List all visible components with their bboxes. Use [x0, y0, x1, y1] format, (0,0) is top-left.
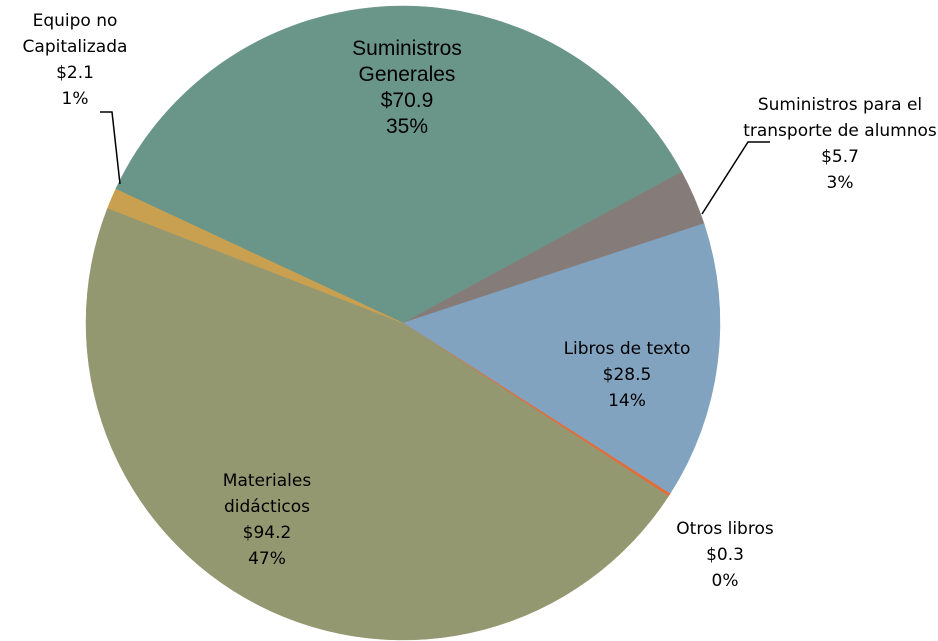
value-label: $5.7	[821, 147, 859, 167]
pie-slice	[402, 223, 721, 495]
category-name: Materiales didácticos	[222, 471, 312, 517]
pie-slice	[115, 5, 683, 324]
percent-label: 47%	[248, 549, 286, 569]
percent-label: 3%	[826, 173, 854, 193]
slice-label: Materiales didácticos $94.2 47%	[192, 468, 342, 572]
leader-line	[100, 111, 121, 185]
pie-slice	[107, 188, 404, 324]
pie-slice	[85, 207, 669, 641]
percent-label: 0%	[711, 571, 739, 591]
slice-label: Otros libros $0.3 0%	[650, 516, 800, 594]
percent-label: 35%	[385, 115, 429, 138]
slice-label: Equipo no Capitalizada $2.1 1%	[0, 8, 150, 112]
value-label: $28.5	[602, 365, 652, 385]
slice-label: Suministros para el transporte de alumno…	[733, 92, 938, 196]
value-label: $2.1	[56, 63, 94, 83]
category-name: Suministros para el transporte de alumno…	[743, 95, 937, 141]
percent-label: 1%	[61, 89, 89, 109]
value-label: $0.3	[706, 545, 744, 565]
slice-label: Libros de texto $28.5 14%	[537, 336, 717, 414]
percent-label: 14%	[608, 391, 646, 411]
category-name: Equipo no Capitalizada	[22, 11, 128, 57]
category-name: Suministros Generales	[352, 37, 462, 86]
slice-label: Suministros Generales $70.9 35%	[312, 36, 502, 140]
value-label: $94.2	[242, 523, 292, 543]
category-name: Otros libros	[676, 519, 774, 539]
leader-line	[701, 141, 770, 215]
value-label: $70.9	[380, 89, 434, 112]
category-name: Libros de texto	[563, 339, 691, 359]
